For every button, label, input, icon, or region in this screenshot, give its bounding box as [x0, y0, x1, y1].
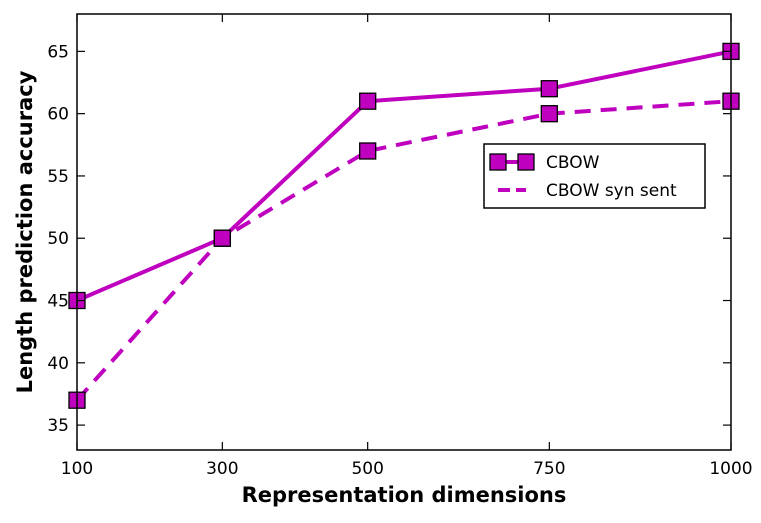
data-point-s2-4 — [540, 105, 558, 123]
legend-label-1: CBOW — [546, 153, 600, 173]
x-tick-label: 1000 — [709, 459, 752, 479]
series-line-2 — [75, 99, 732, 402]
x-axis-title: Representation dimensions — [242, 483, 567, 507]
y-axis-title: Length prediction accuracy — [13, 70, 37, 393]
y-tick-label: 45 — [47, 292, 69, 312]
y-tick-label: 40 — [47, 354, 69, 374]
y-tick-label: 60 — [47, 105, 69, 125]
y-tick-label: 55 — [47, 167, 69, 187]
legend: CBOW CBOW syn sent — [483, 143, 706, 209]
data-point-s1-4 — [540, 80, 558, 98]
data-point-s1-3 — [359, 92, 377, 110]
y-tick-label: 65 — [47, 42, 69, 62]
x-tick-label: 300 — [206, 459, 238, 479]
x-tick-label: 750 — [533, 459, 565, 479]
plot-frame — [76, 13, 732, 451]
legend-marker-1 — [489, 153, 507, 171]
plot-area — [68, 13, 740, 451]
legend-label-2: CBOW syn sent — [546, 181, 677, 201]
x-tick-label: 100 — [61, 459, 93, 479]
y-tick-label: 35 — [47, 416, 69, 436]
x-tick-label: 500 — [351, 459, 383, 479]
data-point-s2-2 — [213, 229, 231, 247]
y-tick-label: 50 — [47, 229, 69, 249]
data-point-s2-3 — [359, 142, 377, 160]
axis-ticks: 100 300 500 750 1000 35 40 45 50 55 60 65 — [47, 14, 753, 479]
legend-marker-2 — [517, 153, 535, 171]
